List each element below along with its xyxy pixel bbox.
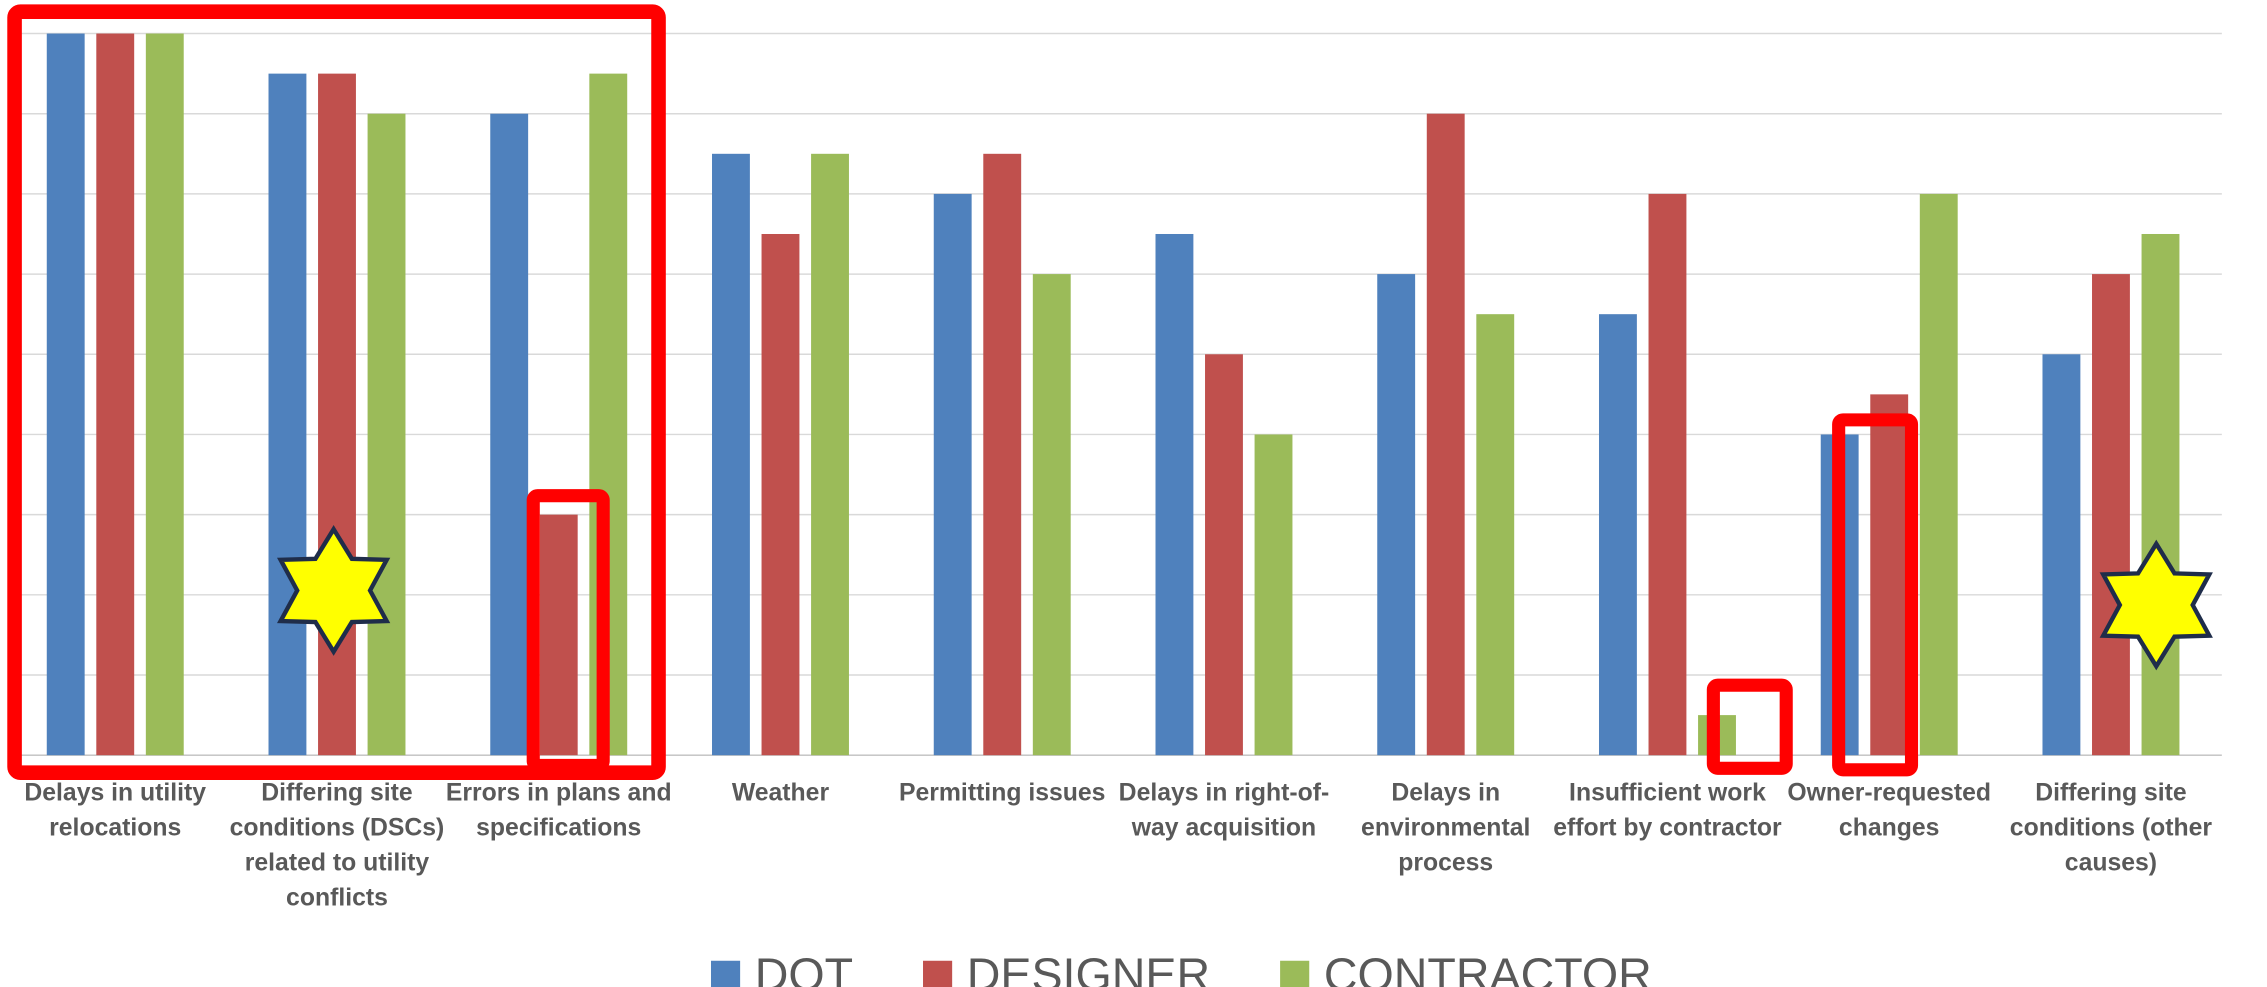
annotations (7, 4, 2213, 780)
legend-label: DOT (755, 949, 853, 987)
legend-swatch (923, 960, 953, 987)
x-tick-label: Delays in environmental process (1361, 778, 1531, 877)
legend: DOT DESIGNER CONTRACTOR (710, 949, 1652, 987)
x-tick-label: Delays in utility relocations (24, 778, 207, 842)
plot-area: Delays in utility relocations Differing s… (14, 32, 2222, 987)
bar (539, 514, 578, 756)
x-tick-label-box: Owner-requested changes (1787, 778, 1992, 842)
x-tick-label-box: Permitting issues (898, 778, 1106, 807)
bar (1032, 274, 1071, 756)
x-tick-label: Errors in plans and specifications (445, 778, 672, 842)
bar (1919, 193, 1958, 756)
x-tick-label-box: Differing site conditions (other causes) (2009, 778, 2213, 877)
highlight-box (526, 489, 610, 772)
bar (46, 33, 85, 756)
x-tick-label-box: Weather (731, 778, 830, 807)
bar (811, 153, 849, 756)
x-tick-label: Permitting issues (898, 778, 1106, 807)
x-tick-label-box: Delays in right-of-way acquisition (1118, 778, 1330, 842)
legend-label: CONTRACTOR (1324, 949, 1652, 987)
highlight-box (1832, 413, 1919, 777)
bar (1426, 113, 1465, 756)
star (2099, 539, 2213, 671)
x-tick-label-box: Insufficient work effort by contractor (1553, 778, 1782, 842)
bar (1870, 394, 1909, 756)
bar (983, 153, 1022, 756)
x-tick-label-box: Delays in utility relocations (24, 778, 207, 842)
legend-swatch (1280, 960, 1310, 987)
bar (2042, 354, 2081, 756)
star (276, 525, 391, 656)
x-tick-label: Owner-requested changes (1787, 778, 1992, 842)
bar (2092, 274, 2130, 756)
x-tick-label: Differing site conditions (DSCs) related… (229, 778, 445, 912)
bar (761, 233, 800, 756)
bar (318, 73, 356, 756)
bar (712, 153, 750, 756)
bar (490, 113, 529, 756)
bar (933, 193, 972, 756)
legend-label: DESIGNER (967, 949, 1210, 987)
highlight-box (1706, 678, 1793, 775)
bar (268, 73, 307, 756)
x-tick-label: Differing site conditions (other causes) (2009, 778, 2213, 877)
bar (1254, 434, 1293, 756)
bar (1377, 274, 1416, 756)
bar (1648, 193, 1687, 756)
bar (145, 33, 184, 756)
x-tick-label: Weather (731, 778, 830, 807)
bar (1476, 314, 1515, 756)
x-tick-label-box: Differing site conditions (DSCs) related… (229, 778, 445, 912)
bar (367, 113, 406, 756)
x-tick-label-box: Delays in environmental process (1361, 778, 1531, 877)
bar (1205, 354, 1243, 756)
bar (2141, 233, 2180, 756)
bar (1155, 233, 1194, 756)
bar (1598, 314, 1637, 756)
x-tick-label: Insufficient work effort by contractor (1553, 778, 1782, 842)
bar (96, 33, 135, 756)
highlight-box (7, 4, 666, 780)
x-tick-label: Delays in right-of-way acquisition (1118, 778, 1330, 842)
legend-swatch (710, 960, 741, 987)
x-tick-label-box: Errors in plans and specifications (445, 778, 672, 842)
